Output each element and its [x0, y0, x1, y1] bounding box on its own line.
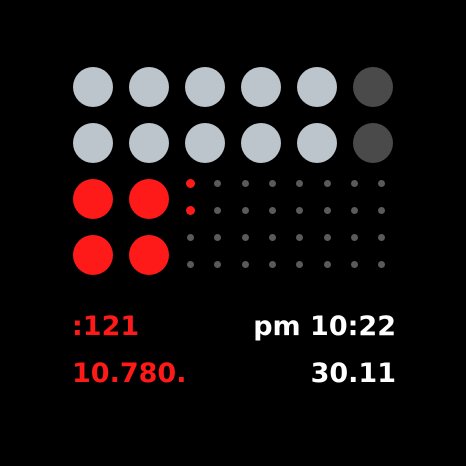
small-dot [378, 207, 386, 214]
small-dot [378, 234, 386, 241]
small-dot [296, 234, 304, 241]
small-dot [378, 180, 386, 187]
steps-counter: :121 [72, 311, 140, 342]
small-dot [214, 234, 222, 241]
small-dot [296, 207, 304, 214]
small-dot [350, 207, 358, 214]
small-dot [187, 261, 194, 268]
big-dot [297, 123, 337, 163]
small-dot [378, 261, 386, 268]
big-dot [353, 123, 393, 163]
big-dot [353, 67, 393, 107]
big-dot [73, 179, 113, 219]
big-dot [185, 123, 225, 163]
small-dot [214, 180, 222, 187]
big-dot [73, 123, 113, 163]
big-dot [297, 67, 337, 107]
date-display: 30.11 [310, 358, 396, 389]
small-dot [214, 261, 222, 268]
small-dot [296, 261, 304, 268]
small-dot [323, 180, 331, 187]
big-dot [241, 123, 281, 163]
small-dot [268, 261, 276, 268]
distance-value: 10.780. [72, 358, 187, 389]
big-dot [73, 67, 113, 107]
small-dot [268, 234, 276, 241]
big-dot [73, 235, 113, 275]
small-dot [241, 261, 249, 268]
time-display: pm 10:22 [253, 311, 396, 342]
small-dot [296, 180, 304, 187]
big-dot [129, 235, 169, 275]
big-dot [129, 179, 169, 219]
big-dot [129, 123, 169, 163]
small-dot [268, 180, 276, 187]
small-dot [241, 207, 249, 214]
small-dot [268, 207, 276, 214]
small-dot [350, 234, 358, 241]
small-dot [187, 234, 194, 241]
big-dot [185, 67, 225, 107]
small-dot [350, 261, 358, 268]
small-dot [241, 180, 249, 187]
small-dot [241, 234, 249, 241]
small-dot [186, 179, 195, 188]
small-dot [186, 206, 195, 215]
small-dot [323, 207, 331, 214]
big-dot [129, 67, 169, 107]
small-dot [350, 180, 358, 187]
small-dot [323, 234, 331, 241]
small-dot [323, 261, 331, 268]
small-dot [214, 207, 222, 214]
big-dot [241, 67, 281, 107]
